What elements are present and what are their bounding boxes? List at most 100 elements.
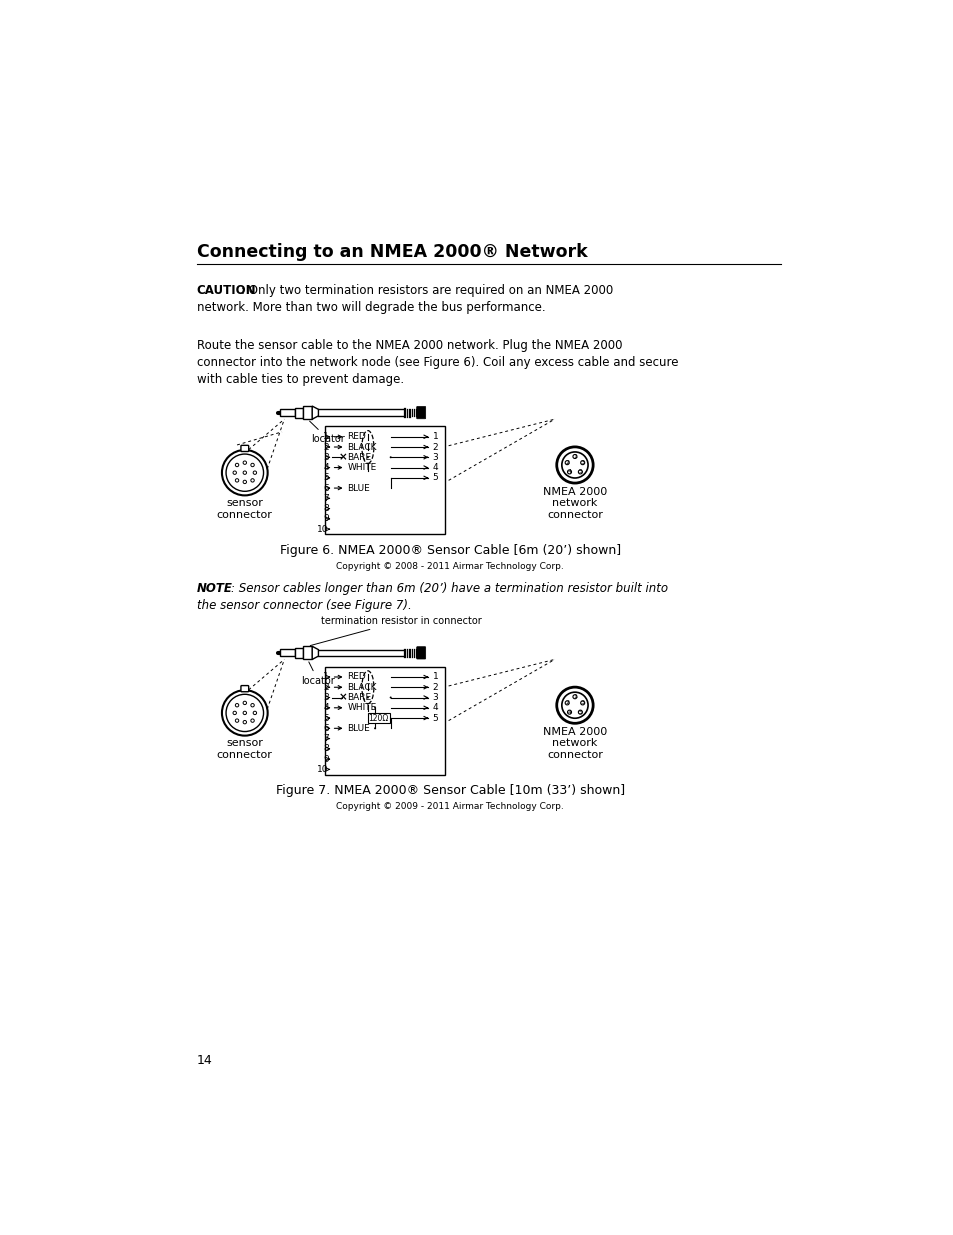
Circle shape xyxy=(251,704,254,706)
Text: locator: locator xyxy=(301,662,335,685)
Text: BLUE: BLUE xyxy=(347,484,370,493)
Text: 8: 8 xyxy=(323,745,329,753)
Circle shape xyxy=(222,690,268,736)
Text: 10: 10 xyxy=(317,525,329,534)
Text: 4: 4 xyxy=(432,703,437,713)
Text: 2: 2 xyxy=(432,683,437,692)
Text: 5: 5 xyxy=(432,473,437,483)
Text: 6: 6 xyxy=(323,484,329,493)
Circle shape xyxy=(580,701,584,705)
Bar xyxy=(303,646,312,659)
Circle shape xyxy=(235,479,238,482)
Text: BARE: BARE xyxy=(347,453,372,462)
Circle shape xyxy=(389,697,392,699)
Text: with cable ties to prevent damage.: with cable ties to prevent damage. xyxy=(196,373,403,385)
Circle shape xyxy=(567,710,571,714)
Text: 5: 5 xyxy=(323,473,329,483)
Text: 3: 3 xyxy=(432,453,437,462)
Circle shape xyxy=(557,687,593,724)
Text: WHITE: WHITE xyxy=(347,703,376,713)
Circle shape xyxy=(226,454,263,492)
Text: 10: 10 xyxy=(317,764,329,774)
Circle shape xyxy=(243,720,246,724)
Circle shape xyxy=(251,719,254,722)
Text: BLACK: BLACK xyxy=(347,683,376,692)
FancyBboxPatch shape xyxy=(416,406,425,419)
Text: sensor
connector: sensor connector xyxy=(216,498,273,520)
Circle shape xyxy=(367,456,369,458)
Circle shape xyxy=(251,479,254,482)
Text: 5: 5 xyxy=(578,469,581,474)
Text: network. More than two will degrade the bus performance.: network. More than two will degrade the … xyxy=(196,301,545,315)
Text: NOTE: NOTE xyxy=(196,582,233,595)
Text: 1: 1 xyxy=(323,673,329,682)
Text: 4: 4 xyxy=(323,703,329,713)
Text: 1: 1 xyxy=(323,432,329,441)
Text: 3: 3 xyxy=(580,700,584,705)
Text: : Only two termination resistors are required on an NMEA 2000: : Only two termination resistors are req… xyxy=(240,284,612,298)
Bar xyxy=(280,409,294,416)
Text: 1: 1 xyxy=(432,432,437,441)
Text: 3: 3 xyxy=(323,693,329,701)
Text: : Sensor cables longer than 6m (20’) have a termination resistor built into: : Sensor cables longer than 6m (20’) hav… xyxy=(231,582,667,595)
Text: 2: 2 xyxy=(323,442,329,452)
Circle shape xyxy=(243,701,246,705)
Circle shape xyxy=(253,471,256,474)
Text: Connecting to an NMEA 2000® Network: Connecting to an NMEA 2000® Network xyxy=(196,243,587,262)
Circle shape xyxy=(374,706,375,709)
Text: 5: 5 xyxy=(578,710,581,715)
Text: 1: 1 xyxy=(432,673,437,682)
Circle shape xyxy=(561,692,587,719)
Circle shape xyxy=(557,447,593,483)
Bar xyxy=(324,426,444,535)
Text: 2: 2 xyxy=(564,700,569,705)
Text: 6: 6 xyxy=(323,724,329,732)
Circle shape xyxy=(243,471,246,474)
Circle shape xyxy=(573,454,577,458)
Circle shape xyxy=(233,711,236,715)
Text: the sensor connector (see Figure 7).: the sensor connector (see Figure 7). xyxy=(196,599,411,613)
Circle shape xyxy=(564,461,569,464)
Text: 7: 7 xyxy=(323,494,329,503)
Text: 9: 9 xyxy=(323,755,329,763)
Circle shape xyxy=(222,450,268,495)
Bar xyxy=(324,667,444,774)
Polygon shape xyxy=(312,406,318,419)
Text: 2: 2 xyxy=(432,442,437,452)
Circle shape xyxy=(367,697,369,699)
Text: 4: 4 xyxy=(567,710,571,715)
Text: ×: × xyxy=(338,452,347,462)
Text: Route the sensor cable to the NMEA 2000 network. Plug the NMEA 2000: Route the sensor cable to the NMEA 2000 … xyxy=(196,338,621,352)
Text: sensor
connector: sensor connector xyxy=(216,739,273,760)
Circle shape xyxy=(253,711,256,715)
Text: 5: 5 xyxy=(432,714,437,722)
Text: locator: locator xyxy=(310,421,345,445)
Circle shape xyxy=(580,461,584,464)
Text: 2: 2 xyxy=(323,683,329,692)
Circle shape xyxy=(389,456,392,458)
Text: BLUE: BLUE xyxy=(347,724,370,732)
Text: 1: 1 xyxy=(573,694,577,699)
Circle shape xyxy=(235,704,238,706)
Bar xyxy=(280,650,294,656)
Text: ×: × xyxy=(338,693,347,703)
Text: 3: 3 xyxy=(580,461,584,466)
Text: 3: 3 xyxy=(432,693,437,701)
Text: WHITE: WHITE xyxy=(347,463,376,472)
Text: 4: 4 xyxy=(432,463,437,472)
Circle shape xyxy=(235,463,238,467)
Text: 1: 1 xyxy=(573,454,577,459)
Text: NMEA 2000
network
connector: NMEA 2000 network connector xyxy=(542,487,606,520)
Circle shape xyxy=(561,452,587,478)
Circle shape xyxy=(573,695,577,699)
FancyBboxPatch shape xyxy=(241,685,249,692)
FancyBboxPatch shape xyxy=(416,647,425,659)
Bar xyxy=(294,408,303,417)
Polygon shape xyxy=(312,646,318,659)
Circle shape xyxy=(564,701,569,705)
Circle shape xyxy=(578,710,581,714)
Text: 9: 9 xyxy=(323,515,329,524)
Text: connector into the network node (see Figure 6). Coil any excess cable and secure: connector into the network node (see Fig… xyxy=(196,356,678,368)
Text: 4: 4 xyxy=(323,463,329,472)
Circle shape xyxy=(567,469,571,474)
